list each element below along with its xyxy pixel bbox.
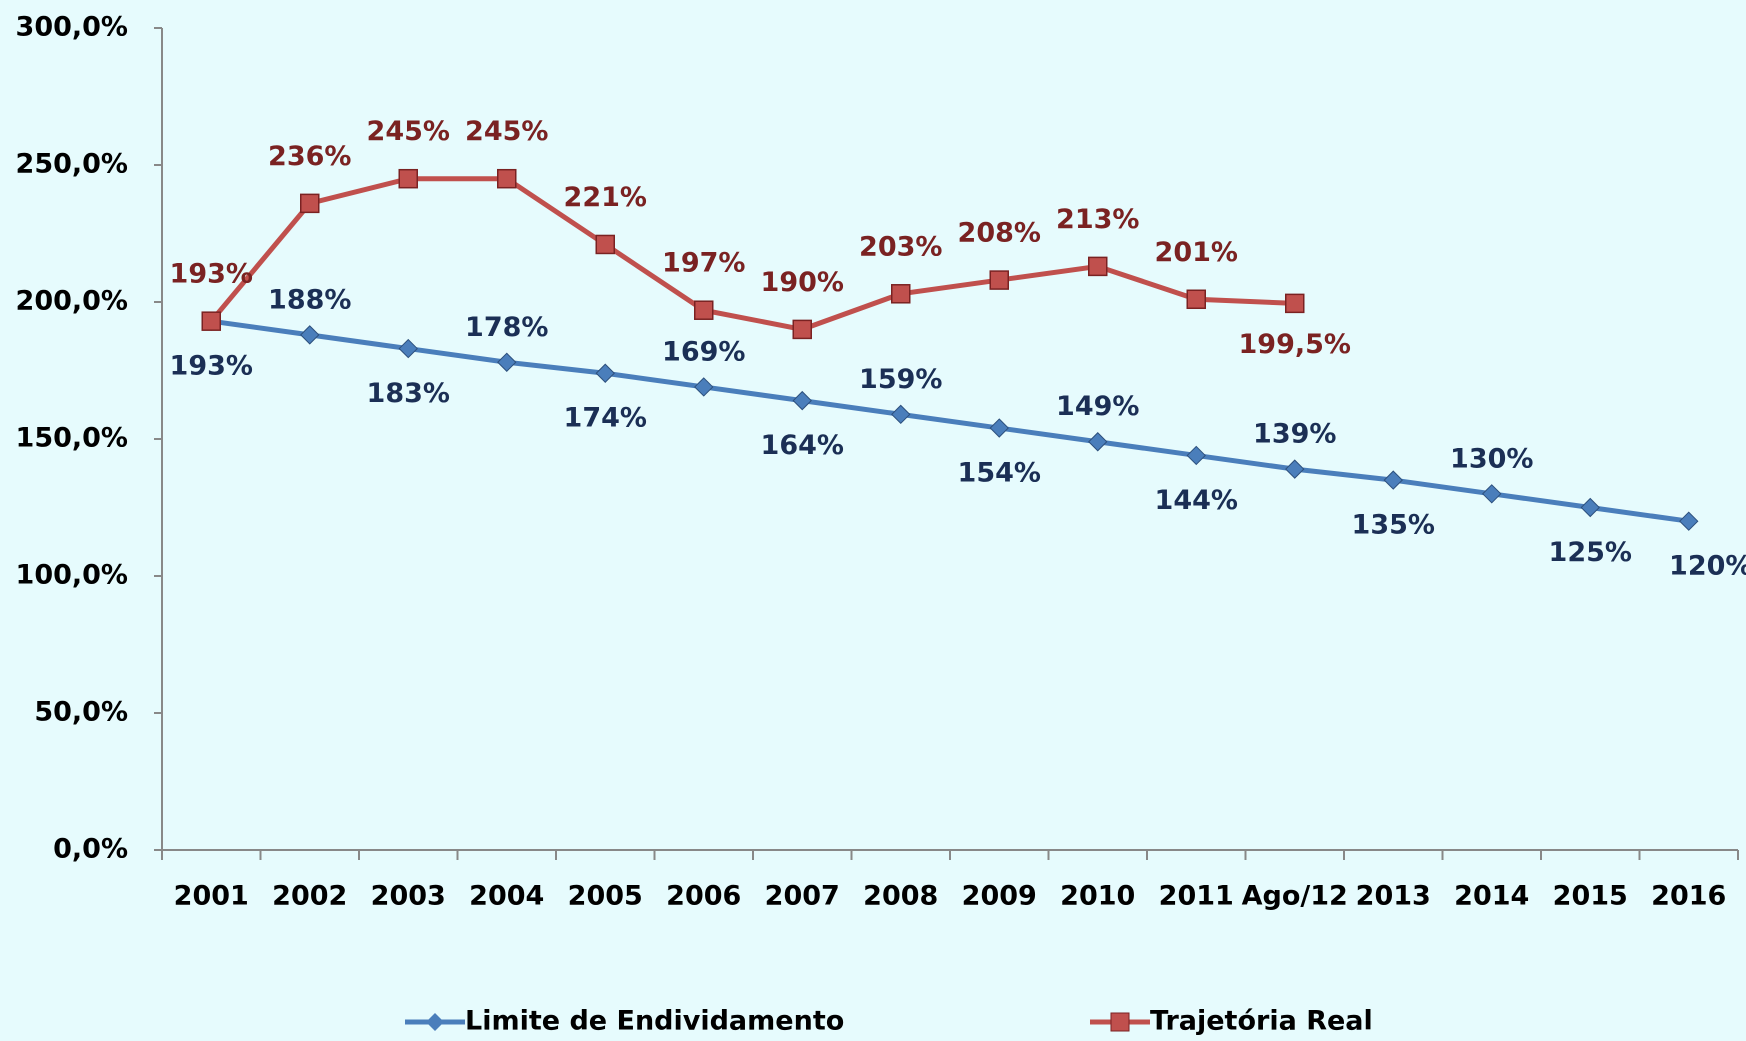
- y-tick-label: 200,0%: [16, 286, 128, 317]
- data-label: 169%: [662, 336, 745, 367]
- marker: [891, 404, 911, 425]
- data-label: 193%: [170, 351, 253, 382]
- marker: [989, 270, 1009, 290]
- series-line: [210, 318, 1690, 524]
- marker: [1482, 484, 1502, 504]
- marker: [989, 418, 1009, 438]
- data-label: 208%: [958, 218, 1041, 249]
- y-tick-label: 300,0%: [16, 12, 128, 43]
- marker: [300, 193, 320, 214]
- marker: [398, 168, 418, 189]
- marker: [1088, 432, 1108, 452]
- x-tick-label: 2004: [469, 881, 544, 912]
- x-tick-label: 2015: [1553, 881, 1628, 912]
- x-tick-label: 2001: [174, 881, 249, 912]
- data-label: 203%: [859, 231, 942, 262]
- marker: [891, 284, 911, 304]
- marker: [201, 311, 221, 331]
- marker: [694, 377, 714, 397]
- y-tick-label: 50,0%: [34, 697, 128, 728]
- marker: [1186, 289, 1206, 310]
- x-tick-label: 2014: [1454, 881, 1529, 912]
- y-tick-label: 0,0%: [53, 834, 128, 865]
- data-label: 213%: [1056, 204, 1139, 235]
- data-label: 164%: [761, 430, 844, 461]
- x-tick-label: 2010: [1060, 881, 1135, 912]
- marker: [497, 352, 517, 372]
- data-label: 130%: [1450, 443, 1533, 474]
- data-label: 174%: [564, 403, 647, 434]
- marker: [1186, 445, 1206, 466]
- x-tick-label: 2011: [1159, 881, 1234, 912]
- series-line: [209, 176, 1295, 332]
- data-label: 139%: [1253, 419, 1336, 450]
- data-label: 183%: [367, 378, 450, 409]
- data-label: 193%: [170, 259, 253, 290]
- marker: [595, 363, 615, 383]
- x-tick-label: Ago/12: [1242, 881, 1348, 912]
- marker: [398, 338, 418, 359]
- legend-label: Limite de Endividamento: [465, 1006, 844, 1037]
- marker: [497, 168, 517, 189]
- marker: [595, 234, 615, 255]
- data-label: 199,5%: [1239, 329, 1351, 360]
- x-tick-label: 2013: [1356, 881, 1431, 912]
- x-tick-label: 2002: [272, 881, 347, 912]
- data-label: 197%: [662, 248, 745, 279]
- marker: [1088, 256, 1108, 277]
- x-tick-label: 2008: [863, 881, 938, 912]
- data-label: 201%: [1155, 237, 1238, 268]
- data-label: 120%: [1669, 551, 1746, 582]
- x-tick-label: 2009: [962, 881, 1037, 912]
- data-label: 159%: [859, 364, 942, 395]
- marker: [792, 319, 812, 340]
- marker: [300, 325, 320, 345]
- marker: [1285, 459, 1305, 479]
- legend-marker: [1110, 1012, 1130, 1032]
- x-tick-label: 2003: [371, 881, 446, 912]
- data-label: 245%: [367, 116, 450, 147]
- data-label: 125%: [1549, 537, 1632, 568]
- marker: [1285, 293, 1305, 314]
- marker: [1383, 470, 1403, 490]
- marker: [1580, 497, 1600, 518]
- x-tick-label: 2005: [568, 881, 643, 912]
- data-label: 178%: [465, 312, 548, 343]
- marker: [792, 390, 812, 411]
- data-label: 154%: [958, 458, 1041, 489]
- data-label: 188%: [268, 284, 351, 315]
- y-tick-label: 250,0%: [16, 149, 128, 180]
- x-tick-label: 2007: [765, 881, 840, 912]
- legend-label: Trajetória Real: [1150, 1006, 1373, 1037]
- data-label: 135%: [1352, 510, 1435, 541]
- y-tick-label: 150,0%: [16, 423, 128, 454]
- marker: [1679, 511, 1699, 531]
- y-tick-label: 100,0%: [16, 560, 128, 591]
- data-label: 149%: [1056, 391, 1139, 422]
- data-label: 236%: [268, 141, 351, 172]
- legend-marker: [426, 1013, 444, 1031]
- data-label: 144%: [1155, 485, 1238, 516]
- marker: [694, 300, 714, 320]
- data-label: 245%: [465, 116, 548, 147]
- data-label: 221%: [564, 182, 647, 213]
- x-tick-label: 2016: [1651, 881, 1726, 912]
- x-tick-label: 2006: [666, 881, 741, 912]
- data-label: 190%: [761, 267, 844, 298]
